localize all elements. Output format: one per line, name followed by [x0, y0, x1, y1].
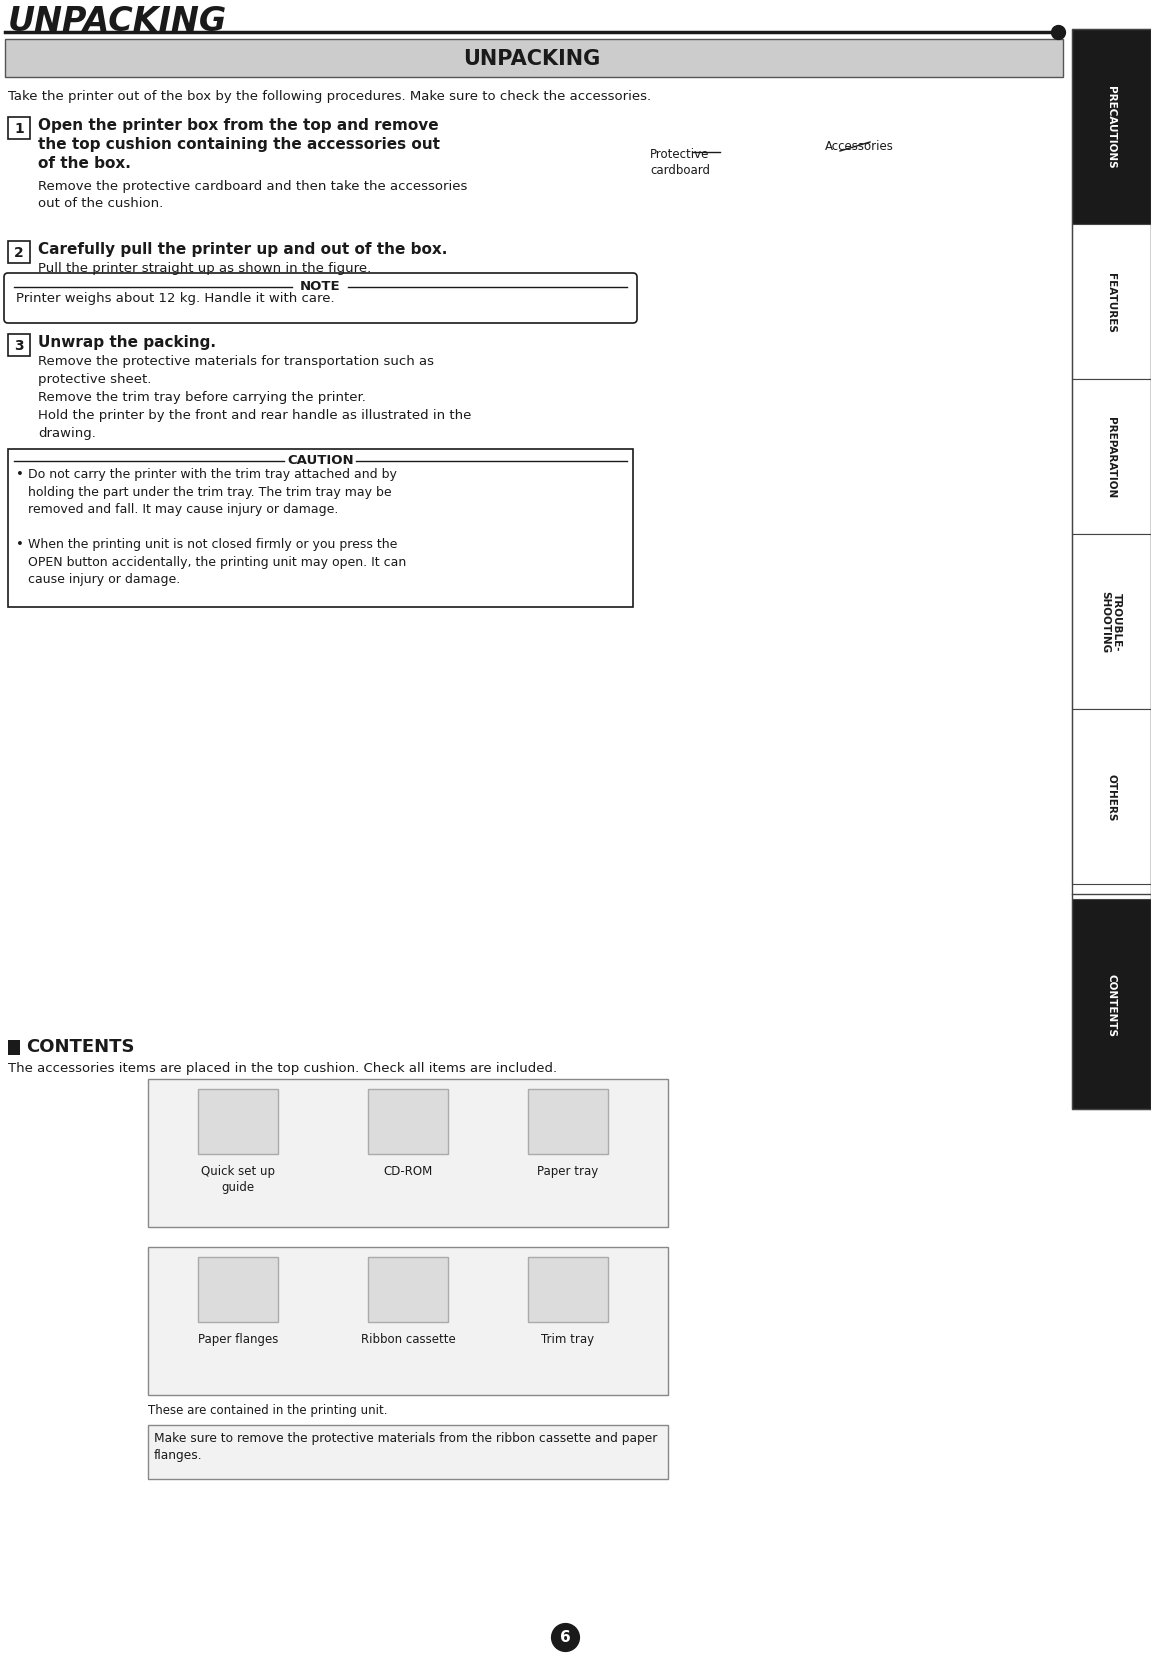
Text: 6: 6 — [559, 1629, 571, 1644]
Bar — [8, 118, 30, 139]
Bar — [148, 1248, 668, 1395]
Bar — [8, 335, 30, 356]
Text: Unwrap the packing.: Unwrap the packing. — [38, 335, 216, 350]
Text: Do not carry the printer with the trim tray attached and by
holding the part und: Do not carry the printer with the trim t… — [28, 467, 397, 515]
Text: Printer weighs about 12 kg. Handle it with care.: Printer weighs about 12 kg. Handle it wi… — [16, 292, 335, 305]
Text: Take the printer out of the box by the following procedures. Make sure to check : Take the printer out of the box by the f… — [8, 89, 651, 103]
Bar — [1072, 535, 1151, 709]
Text: Open the printer box from the top and remove
the top cushion containing the acce: Open the printer box from the top and re… — [38, 118, 440, 171]
Text: •: • — [16, 537, 24, 550]
Text: Remove the protective cardboard and then take the accessories
out of the cushion: Remove the protective cardboard and then… — [38, 181, 467, 210]
Text: The accessories items are placed in the top cushion. Check all items are include: The accessories items are placed in the … — [8, 1062, 557, 1074]
Bar — [198, 1089, 279, 1155]
Text: Paper tray: Paper tray — [538, 1165, 599, 1176]
Bar — [148, 1425, 668, 1480]
Text: NOTE: NOTE — [300, 280, 341, 293]
Text: TROUBLE-
SHOOTING: TROUBLE- SHOOTING — [1100, 592, 1122, 653]
Text: 2: 2 — [14, 245, 24, 260]
Bar — [5, 40, 1064, 78]
Text: These are contained in the printing unit.: These are contained in the printing unit… — [148, 1403, 388, 1417]
Bar — [1072, 379, 1151, 535]
Text: PRECAUTIONS: PRECAUTIONS — [1106, 86, 1116, 169]
Bar — [1072, 30, 1151, 1109]
Bar — [1072, 30, 1151, 225]
Bar — [8, 449, 633, 608]
Text: Make sure to remove the protective materials from the ribbon cassette and paper
: Make sure to remove the protective mater… — [154, 1432, 657, 1461]
Text: 3: 3 — [14, 338, 24, 353]
Bar — [1072, 709, 1151, 885]
Text: UNPACKING: UNPACKING — [8, 5, 227, 38]
Text: CAUTION: CAUTION — [288, 454, 353, 467]
Text: Quick set up
guide: Quick set up guide — [201, 1165, 275, 1193]
Bar — [1072, 900, 1151, 1109]
Text: Ribbon cassette: Ribbon cassette — [360, 1332, 456, 1345]
Text: FEATURES: FEATURES — [1106, 272, 1116, 333]
Text: OTHERS: OTHERS — [1106, 774, 1116, 820]
Text: Remove the protective materials for transportation such as
protective sheet.
Rem: Remove the protective materials for tran… — [38, 355, 472, 439]
Text: •: • — [16, 467, 24, 481]
Bar — [1072, 225, 1151, 379]
Bar — [528, 1258, 608, 1322]
FancyBboxPatch shape — [3, 273, 637, 323]
Text: Paper flanges: Paper flanges — [198, 1332, 279, 1345]
Text: CONTENTS: CONTENTS — [26, 1037, 135, 1056]
Text: When the printing unit is not closed firmly or you press the
OPEN button acciden: When the printing unit is not closed fir… — [28, 537, 406, 585]
Text: CONTENTS: CONTENTS — [1106, 973, 1116, 1036]
Text: Carefully pull the printer up and out of the box.: Carefully pull the printer up and out of… — [38, 242, 448, 257]
Text: Accessories: Accessories — [825, 139, 894, 152]
Text: Protective
cardboard: Protective cardboard — [650, 147, 710, 177]
Text: 1: 1 — [14, 123, 24, 136]
Bar — [198, 1258, 279, 1322]
Text: Pull the printer straight up as shown in the figure.: Pull the printer straight up as shown in… — [38, 262, 372, 275]
Text: PREPARATION: PREPARATION — [1106, 416, 1116, 497]
Bar — [8, 242, 30, 263]
Text: CD-ROM: CD-ROM — [383, 1165, 433, 1176]
Bar — [368, 1089, 448, 1155]
Text: UNPACKING: UNPACKING — [464, 50, 601, 70]
Bar — [8, 1041, 20, 1056]
Text: Trim tray: Trim tray — [541, 1332, 595, 1345]
Bar — [528, 1089, 608, 1155]
Bar — [368, 1258, 448, 1322]
Bar — [148, 1079, 668, 1228]
